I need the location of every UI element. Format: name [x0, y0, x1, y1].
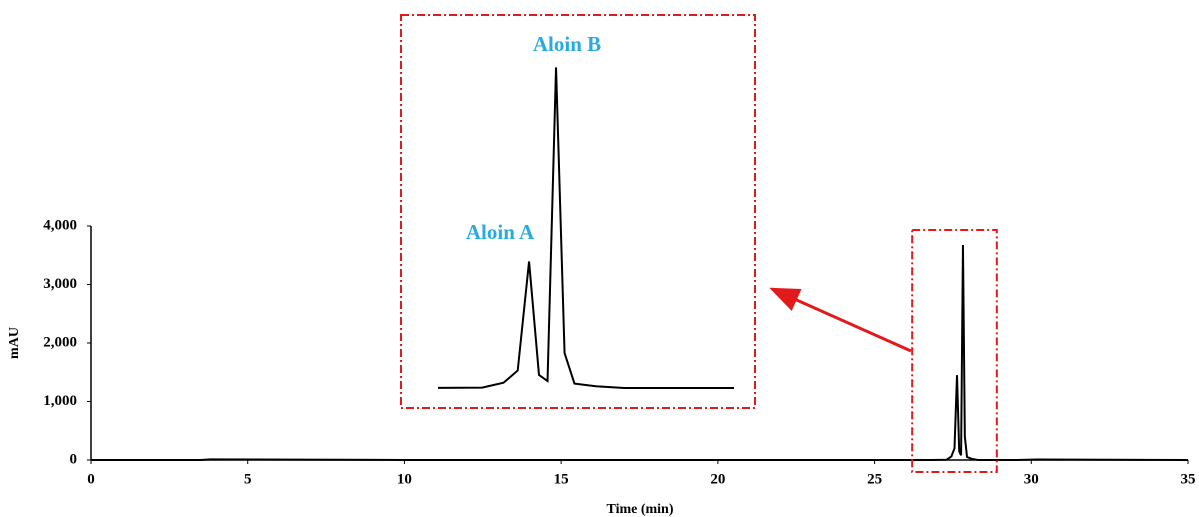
- y-tick-label: 1,000: [43, 393, 77, 409]
- zoom-arrow: [769, 287, 912, 353]
- y-tick-label: 4,000: [43, 217, 77, 233]
- data-line: [91, 245, 1189, 461]
- y-tick-label: 0: [70, 451, 78, 467]
- x-axis-title: Time (min): [606, 502, 673, 517]
- x-tick-label: 0: [87, 471, 95, 487]
- y-axis-title: mAU: [7, 327, 22, 359]
- x-tick-label: 35: [1181, 471, 1196, 487]
- y-tick-label: 2,000: [43, 334, 77, 350]
- peak-label: Aloin B: [533, 32, 601, 56]
- x-tick-label: 30: [1024, 471, 1039, 487]
- x-tick-label: 25: [867, 471, 882, 487]
- x-tick-label: 5: [244, 471, 252, 487]
- x-tick-label: 20: [710, 471, 725, 487]
- inset-box: [400, 14, 756, 409]
- x-tick-label: 10: [397, 471, 412, 487]
- inset-line: [438, 67, 734, 389]
- zoom-box: [911, 229, 998, 473]
- x-tick-label: 15: [554, 471, 569, 487]
- peak-label: Aloin A: [466, 220, 535, 244]
- y-tick-label: 3,000: [43, 276, 77, 292]
